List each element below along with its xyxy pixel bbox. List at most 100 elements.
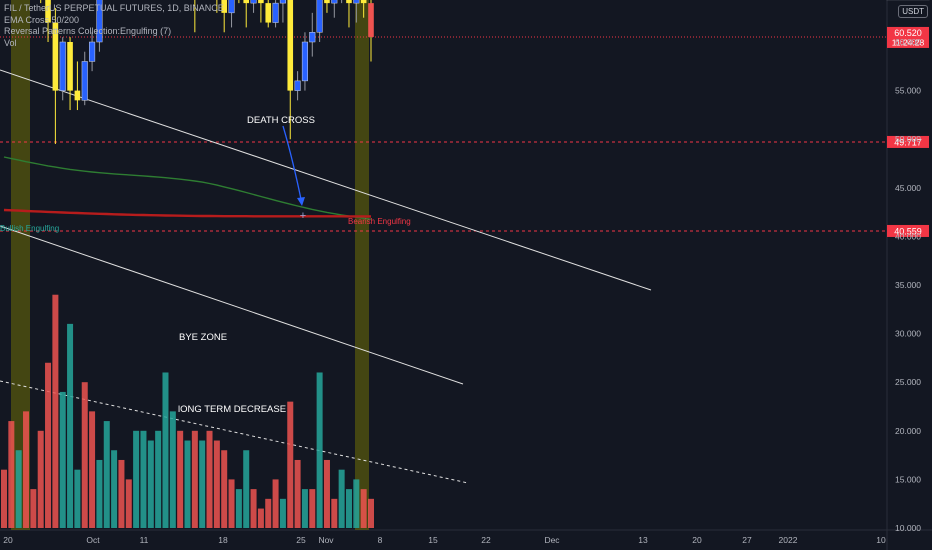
time-tick-label: 15 (428, 535, 438, 545)
currency-selector[interactable]: USDT (898, 5, 928, 18)
bearish-engulfing-label: Bearish Engulfing (348, 217, 411, 226)
candle-body (272, 2, 279, 23)
volume-bar (45, 362, 52, 528)
time-tick-label: 27 (742, 535, 752, 545)
price-tick-label: 20.000 (895, 426, 921, 436)
legend-symbol[interactable]: FIL / TetherUS PERPETUAL FUTURES, 1D, BI… (4, 3, 224, 13)
price-tick-label: 10.000 (895, 523, 921, 533)
bullish-engulfing-label: Bullish Engulfing (0, 224, 59, 233)
volume-bar (125, 479, 132, 528)
legend-reversal-patterns[interactable]: Reversal Patterns Collection:Engulfing (… (4, 26, 172, 36)
volume-bar (1, 469, 7, 528)
volume-bar (206, 430, 213, 528)
price-tick-label: 50.000 (895, 134, 921, 144)
candle-body (294, 80, 301, 91)
volume-bar (199, 440, 206, 528)
time-tick-label: 2022 (779, 535, 798, 545)
time-tick-label: 13 (638, 535, 648, 545)
volume-bar (118, 459, 125, 528)
volume-bar (221, 450, 228, 528)
price-tick-label: 60.000 (895, 37, 921, 47)
candle-body (45, 0, 51, 23)
volume-bar (243, 450, 250, 528)
candle-body (243, 0, 250, 4)
candle-body (368, 3, 374, 37)
volume-bar (155, 430, 162, 528)
volume-bar (162, 372, 169, 528)
highlight-zones (11, 0, 369, 530)
volume-bar (81, 382, 88, 528)
candle-body (67, 42, 73, 91)
price-tick-label: 25.000 (895, 377, 921, 387)
volume-bar (353, 479, 360, 528)
level-price-tag (887, 224, 929, 237)
volume-bar (235, 489, 242, 528)
volume-bar (103, 421, 110, 528)
volume-bar (331, 498, 338, 528)
price-tick-label: 35.000 (895, 280, 921, 290)
candle-body (52, 22, 59, 91)
price-tick-label: 55.000 (895, 86, 921, 96)
legend-volume[interactable]: Vol (4, 37, 17, 48)
buy-zone-label: BYE ZONE (179, 332, 228, 343)
price-axis[interactable]: 79.60772.27664.97449.71740.55960.52011:2… (886, 0, 930, 533)
volume-bar (177, 430, 184, 528)
death-cross-arrowhead (297, 197, 305, 206)
volume-bar (52, 294, 59, 528)
volume-bar (213, 440, 220, 528)
volume-bar (133, 430, 140, 528)
volume-bar (111, 450, 118, 528)
ema-slow-line (3, 208, 372, 218)
horizontal-levels[interactable] (0, 0, 887, 232)
time-tick-label: 8 (378, 535, 383, 545)
price-tick-label: 45.000 (895, 183, 921, 193)
candle-body (59, 41, 66, 91)
legend-ema-cross[interactable]: EMA Cross 50/200 (4, 14, 80, 25)
volume-bar (140, 430, 147, 528)
volume-bar (67, 323, 74, 528)
trend-lines[interactable] (0, 69, 652, 484)
volume-bar (169, 411, 176, 528)
volume-bar (191, 430, 198, 528)
plot-area (0, 0, 887, 530)
time-tick-label: 18 (218, 535, 228, 545)
price-tick-label: 30.000 (895, 329, 921, 339)
volume-bar (309, 489, 316, 528)
volume-bar (74, 469, 81, 528)
time-tick-label: 10 (876, 535, 886, 545)
candle-body (346, 0, 352, 4)
volume-bar (345, 489, 352, 528)
candle-body (89, 41, 96, 62)
candle-body (324, 0, 330, 4)
candle-body (221, 0, 227, 13)
volume-bar (272, 479, 279, 528)
volume-bar (89, 411, 96, 528)
candle-body (228, 0, 235, 14)
volume-bars (1, 294, 374, 528)
ema-fast-line (3, 156, 372, 220)
candle-body (279, 0, 286, 4)
volume-bar (96, 459, 103, 528)
level-price-label: 49.717 (894, 137, 922, 147)
candle-body (331, 0, 338, 4)
volume-bar (15, 450, 22, 528)
chart-markers: + Bearish Engulfing Bullish Engulfing (0, 125, 411, 233)
ema-lines (3, 156, 372, 220)
volume-bar (316, 372, 323, 528)
time-axis[interactable]: 20 Oct 11 18 25 Nov 8 15 22 Dec 13 20 27 2022 10 (3, 535, 886, 545)
candle-body (96, 0, 103, 43)
volume-bar (37, 430, 44, 528)
candle-body (74, 90, 81, 101)
candlesticks (40, 0, 374, 145)
time-tick-label: 20 (3, 535, 13, 545)
chart-legend[interactable]: FIL / TetherUS PERPETUAL FUTURES, 1D, BI… (4, 3, 224, 49)
death-cross-arrow (282, 125, 303, 205)
volume-bar (8, 421, 15, 528)
long-term-trend-line (0, 380, 469, 484)
price-tick-label: 40.000 (895, 231, 921, 241)
volume-bar (294, 459, 301, 528)
volume-bar (257, 508, 264, 528)
time-tick-label: Oct (86, 535, 100, 545)
